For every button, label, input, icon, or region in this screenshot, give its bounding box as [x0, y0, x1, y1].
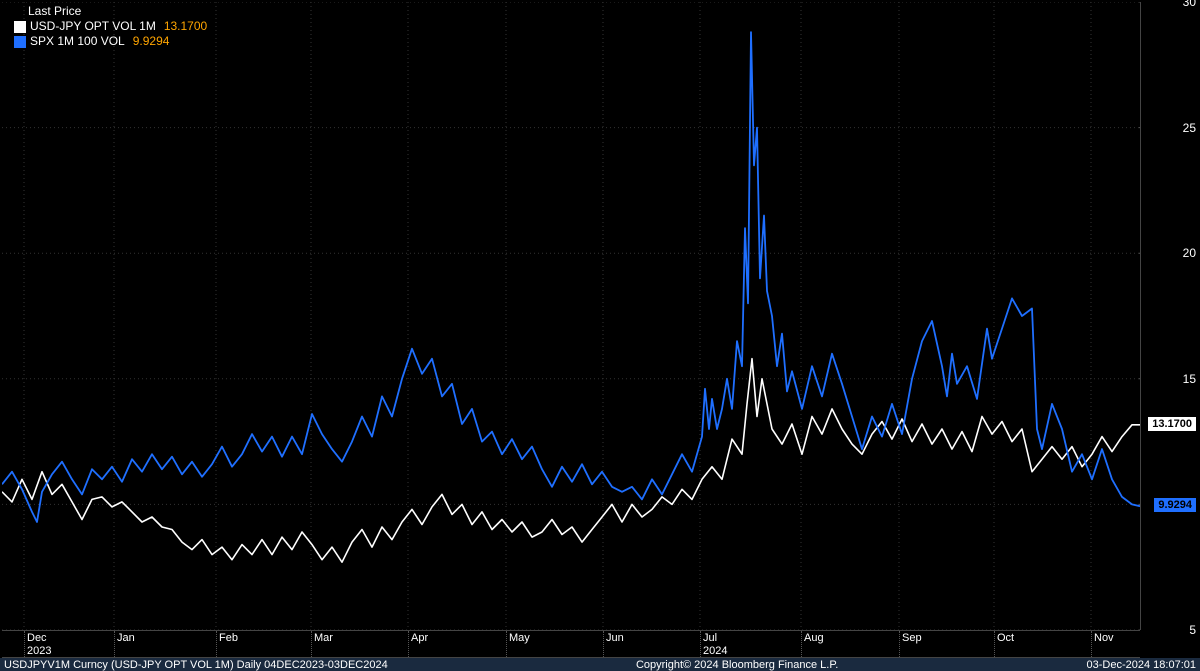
y-tick-label: 5	[1189, 623, 1196, 637]
x-tick-year: 2024	[703, 645, 727, 657]
x-tick-month: Apr	[411, 632, 428, 644]
y-tick-label: 15	[1183, 372, 1196, 386]
footer-ticker-info: USDJPYV1M Curncy (USD-JPY OPT VOL 1M) Da…	[4, 659, 388, 671]
legend-value: 13.1700	[164, 19, 207, 34]
series-line	[2, 32, 1140, 522]
legend-label: SPX 1M 100 VOL	[30, 34, 125, 49]
series-end-badge: 13.1700	[1148, 417, 1196, 431]
legend-item: SPX 1M 100 VOL 9.9294	[14, 34, 207, 49]
footer-timestamp: 03-Dec-2024 18:07:01	[1087, 659, 1196, 671]
legend: Last Price USD-JPY OPT VOL 1M 13.1700 SP…	[14, 4, 207, 49]
x-axis: Dec2023 Jan Feb Mar Apr May Jun Jul2024 Aug Sep Oc…	[2, 630, 1140, 658]
series-end-badge: 9.9294	[1154, 498, 1196, 512]
plot-area[interactable]	[2, 2, 1140, 630]
x-tick-month: Jun	[606, 632, 624, 644]
x-tick-month: Sep	[902, 632, 922, 644]
x-tick-month: Aug	[804, 632, 824, 644]
y-axis-border	[1140, 2, 1141, 630]
x-tick-month: Oct	[997, 632, 1014, 644]
x-tick-month: Mar	[314, 632, 333, 644]
y-tick-label: 30	[1183, 0, 1196, 9]
x-tick-month: May	[509, 632, 530, 644]
footer-copyright: Copyright© 2024 Bloomberg Finance L.P.	[636, 659, 838, 671]
x-tick-month: Nov	[1094, 632, 1114, 644]
legend-label: USD-JPY OPT VOL 1M	[30, 19, 156, 34]
legend-title: Last Price	[28, 4, 207, 19]
y-axis: 51015202530	[1142, 2, 1200, 630]
x-tick-year: 2023	[27, 645, 51, 657]
series-line	[2, 359, 1140, 563]
y-tick-label: 20	[1183, 246, 1196, 260]
legend-swatch-icon	[14, 21, 26, 33]
chart-container: 51015202530 Last Price USD-JPY OPT VOL 1…	[0, 0, 1200, 671]
x-tick-month: Jul	[703, 632, 717, 644]
legend-item: USD-JPY OPT VOL 1M 13.1700	[14, 19, 207, 34]
y-tick-label: 25	[1183, 121, 1196, 135]
footer-bar: USDJPYV1M Curncy (USD-JPY OPT VOL 1M) Da…	[0, 658, 1200, 671]
legend-swatch-icon	[14, 36, 26, 48]
x-tick-month: Jan	[117, 632, 135, 644]
x-tick-month: Feb	[219, 632, 238, 644]
x-tick-month: Dec	[27, 632, 47, 644]
legend-value: 9.9294	[133, 34, 170, 49]
